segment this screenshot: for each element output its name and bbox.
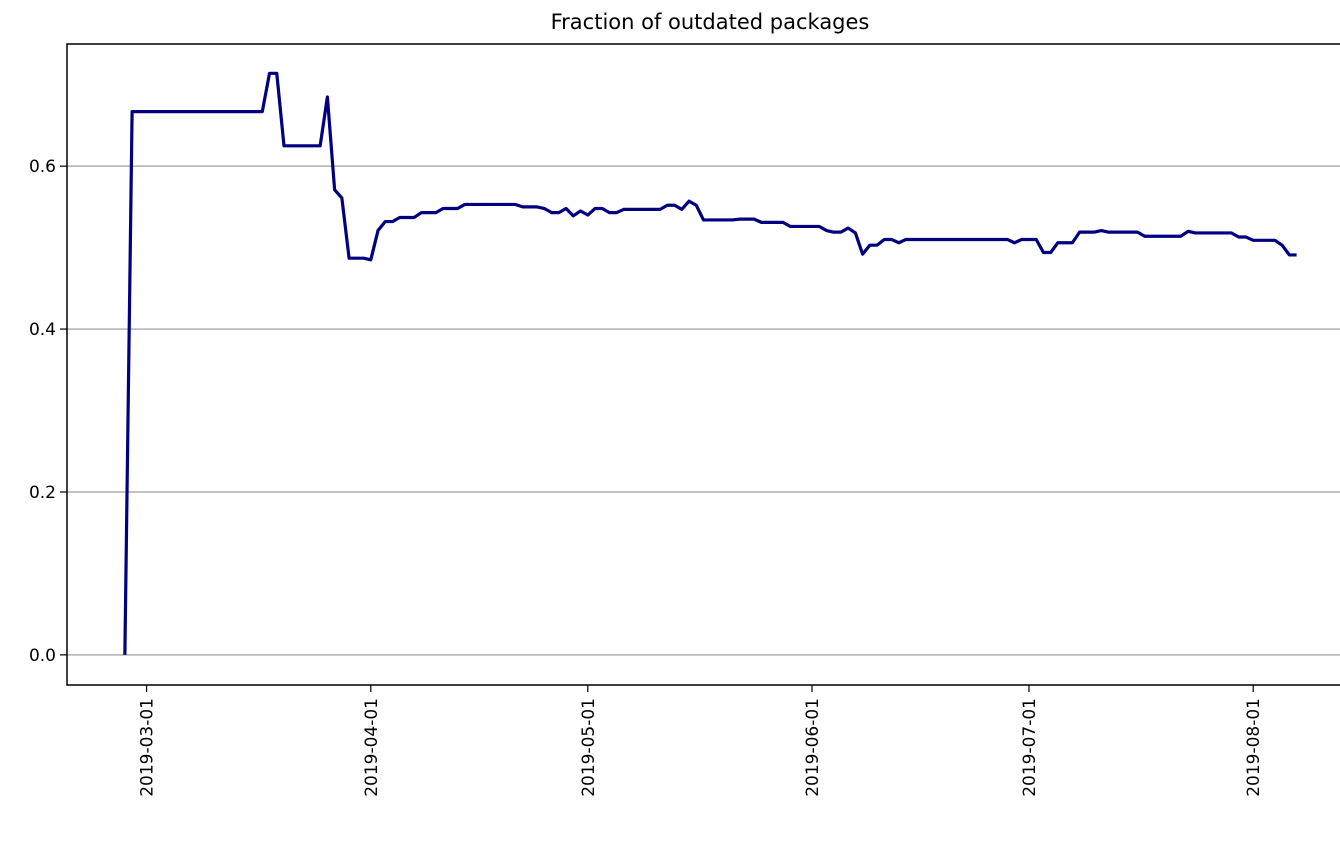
y-tick-label: 0.2: [29, 483, 56, 503]
x-tick-label: 2019-07-01: [1020, 698, 1040, 797]
y-tick-label: 0.4: [29, 320, 56, 340]
y-tick-label: 0.6: [29, 157, 56, 177]
x-tick-label: 2019-08-01: [1244, 698, 1264, 797]
chart-title: Fraction of outdated packages: [551, 10, 870, 34]
y-tick-label: 0.0: [29, 646, 56, 666]
plot-frame: [66, 43, 1340, 686]
x-tick-label: 2019-04-01: [362, 698, 382, 797]
x-tick-label: 2019-03-01: [138, 698, 158, 797]
x-tick-label: 2019-05-01: [579, 698, 599, 797]
data-line: [123, 71, 1297, 655]
x-tick-label: 2019-06-01: [803, 698, 823, 797]
